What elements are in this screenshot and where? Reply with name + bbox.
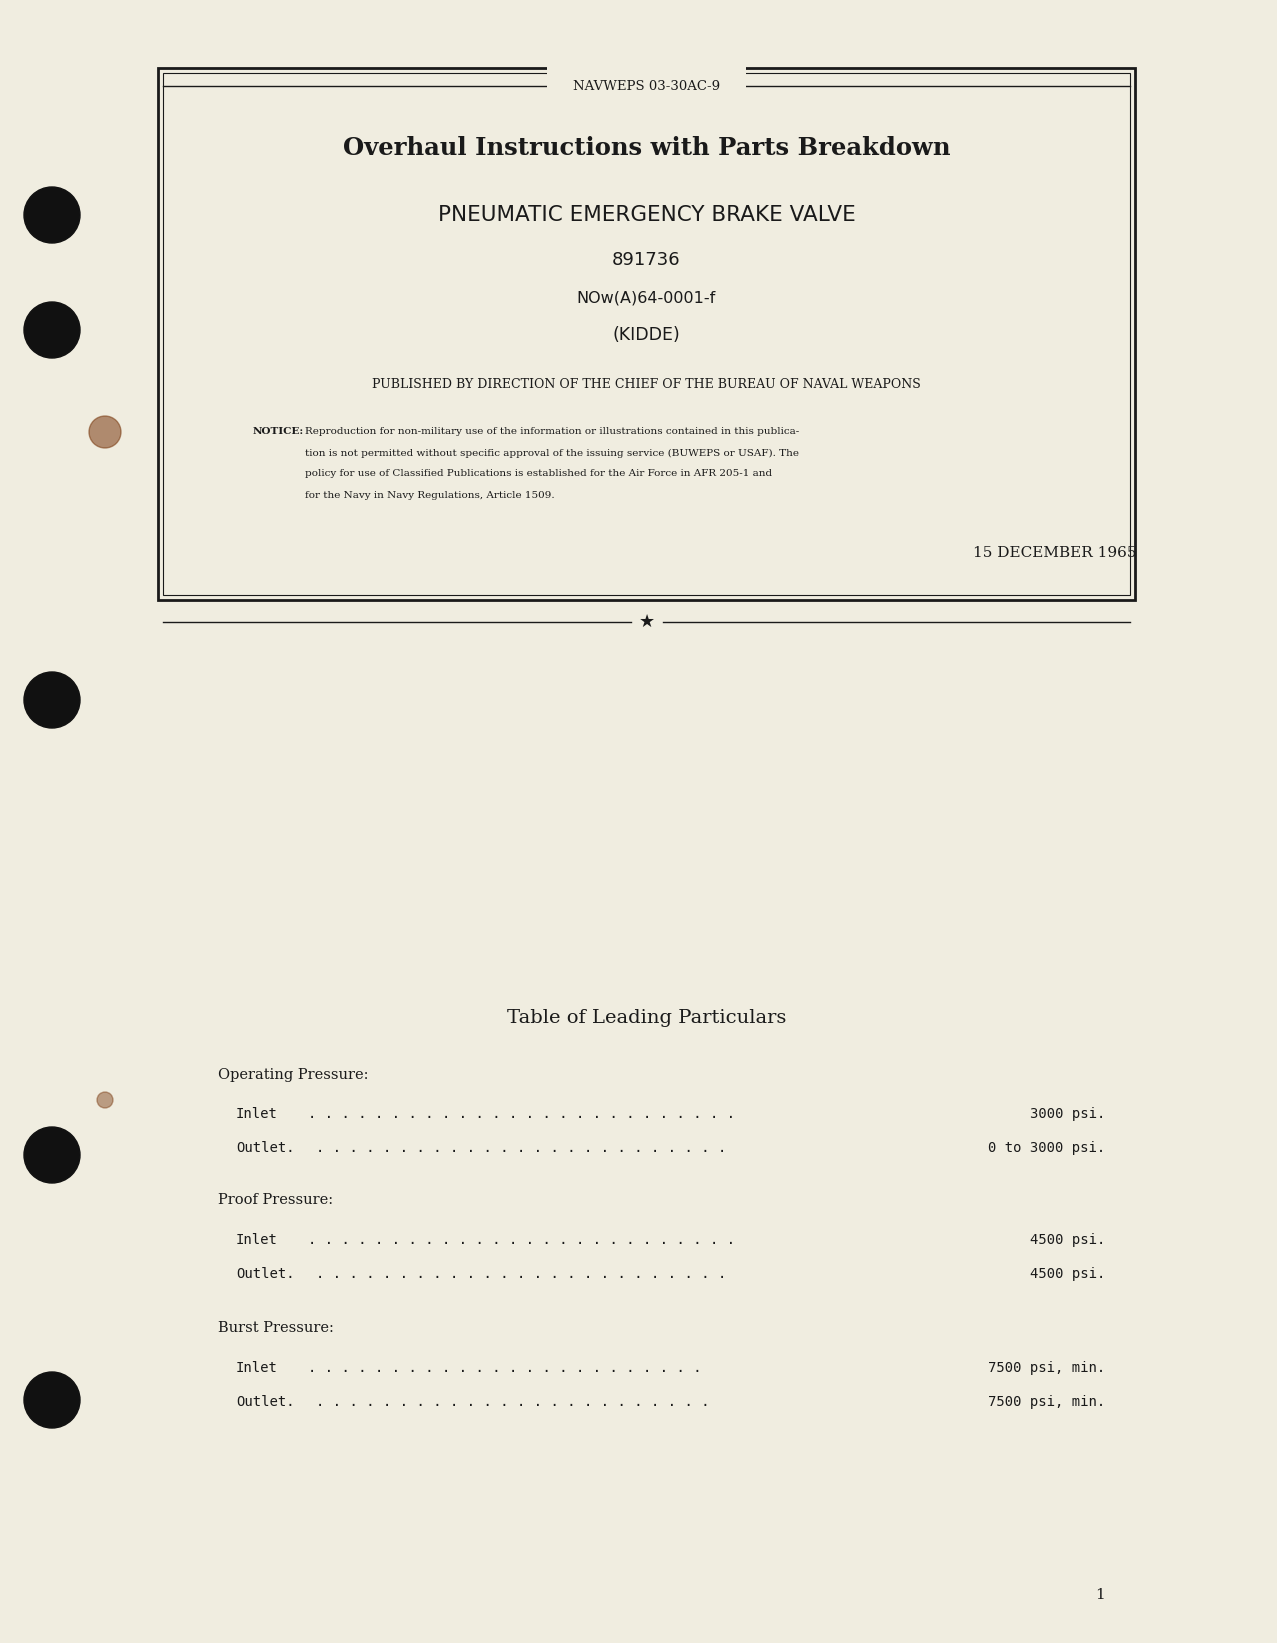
Text: 0 to 3000 psi.: 0 to 3000 psi.	[987, 1140, 1105, 1155]
Text: 891736: 891736	[612, 251, 681, 269]
Text: . . . . . . . . . . . . . . . . . . . . . . . .: . . . . . . . . . . . . . . . . . . . . …	[308, 1360, 701, 1375]
Text: . . . . . . . . . . . . . . . . . . . . . . . .: . . . . . . . . . . . . . . . . . . . . …	[315, 1395, 710, 1410]
Bar	[163, 72, 1130, 595]
Text: Operating Pressure:: Operating Pressure:	[218, 1068, 369, 1083]
Text: Inlet: Inlet	[236, 1232, 278, 1247]
Circle shape	[24, 1127, 80, 1183]
Text: NAVWEPS 03-30AC-9: NAVWEPS 03-30AC-9	[573, 79, 720, 92]
Text: ★: ★	[638, 613, 655, 631]
Circle shape	[24, 187, 80, 243]
Text: NOw(A)64-0001-f: NOw(A)64-0001-f	[577, 291, 716, 306]
Circle shape	[24, 1372, 80, 1428]
Text: 4500 psi.: 4500 psi.	[1029, 1232, 1105, 1247]
Text: 1: 1	[1096, 1589, 1105, 1602]
Circle shape	[24, 302, 80, 358]
Text: NOTICE:: NOTICE:	[253, 427, 304, 437]
Text: Outlet.: Outlet.	[236, 1140, 295, 1155]
Text: . . . . . . . . . . . . . . . . . . . . . . . . . .: . . . . . . . . . . . . . . . . . . . . …	[308, 1232, 736, 1247]
Text: Overhaul Instructions with Parts Breakdown: Overhaul Instructions with Parts Breakdo…	[342, 136, 950, 159]
Text: Inlet: Inlet	[236, 1107, 278, 1121]
Text: 15 DECEMBER 1965: 15 DECEMBER 1965	[973, 545, 1137, 560]
Text: PUBLISHED BY DIRECTION OF THE CHIEF OF THE BUREAU OF NAVAL WEAPONS: PUBLISHED BY DIRECTION OF THE CHIEF OF T…	[372, 378, 921, 391]
Text: Proof Pressure:: Proof Pressure:	[218, 1193, 333, 1208]
Circle shape	[89, 416, 121, 449]
Text: 4500 psi.: 4500 psi.	[1029, 1267, 1105, 1282]
Text: 3000 psi.: 3000 psi.	[1029, 1107, 1105, 1121]
Text: 7500 psi, min.: 7500 psi, min.	[987, 1360, 1105, 1375]
Text: Table of Leading Particulars: Table of Leading Particulars	[507, 1009, 787, 1027]
Text: Burst Pressure:: Burst Pressure:	[218, 1321, 333, 1336]
Text: PNEUMATIC EMERGENCY BRAKE VALVE: PNEUMATIC EMERGENCY BRAKE VALVE	[438, 205, 856, 225]
Text: . . . . . . . . . . . . . . . . . . . . . . . . .: . . . . . . . . . . . . . . . . . . . . …	[315, 1140, 727, 1155]
Text: tion is not permitted without specific approval of the issuing service (BUWEPS o: tion is not permitted without specific a…	[305, 449, 799, 457]
Text: Reproduction for non-military use of the information or illustrations contained : Reproduction for non-military use of the…	[305, 427, 799, 437]
Text: 7500 psi, min.: 7500 psi, min.	[987, 1395, 1105, 1410]
Text: for the Navy in Navy Regulations, Article 1509.: for the Navy in Navy Regulations, Articl…	[305, 491, 554, 499]
Bar	[158, 67, 1135, 600]
Text: . . . . . . . . . . . . . . . . . . . . . . . . .: . . . . . . . . . . . . . . . . . . . . …	[315, 1267, 727, 1282]
Text: (KIDDE): (KIDDE)	[613, 325, 681, 343]
Text: policy for use of Classified Publications is established for the Air Force in AF: policy for use of Classified Publication…	[305, 470, 773, 478]
Circle shape	[24, 672, 80, 728]
Text: . . . . . . . . . . . . . . . . . . . . . . . . . .: . . . . . . . . . . . . . . . . . . . . …	[308, 1107, 736, 1121]
Text: Outlet.: Outlet.	[236, 1395, 295, 1410]
Text: Outlet.: Outlet.	[236, 1267, 295, 1282]
Circle shape	[97, 1093, 112, 1107]
Text: Inlet: Inlet	[236, 1360, 278, 1375]
